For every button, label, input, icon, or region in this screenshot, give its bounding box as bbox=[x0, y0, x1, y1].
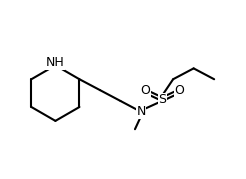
Text: S: S bbox=[158, 93, 166, 106]
Text: N: N bbox=[136, 105, 146, 118]
Text: NH: NH bbox=[46, 56, 65, 69]
Text: O: O bbox=[174, 84, 184, 97]
Text: O: O bbox=[140, 84, 150, 97]
